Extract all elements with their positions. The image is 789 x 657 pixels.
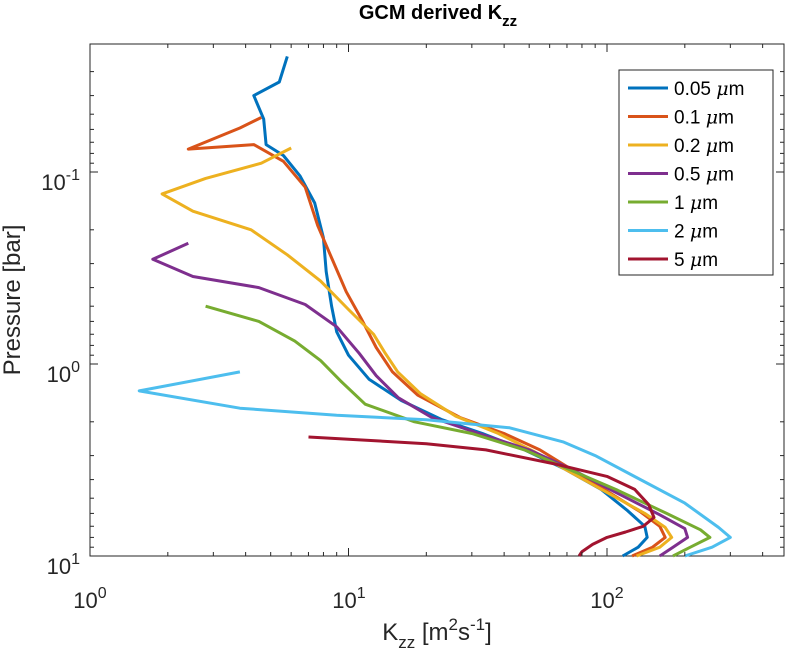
chart-title: GCM derived Kzz xyxy=(359,2,517,30)
y-axis-label: Pressure [bar] xyxy=(0,225,26,376)
y-tick-label: 100 xyxy=(47,359,80,387)
legend-label: 0.2 μm xyxy=(674,135,734,157)
x-tick-label: 102 xyxy=(590,585,623,613)
x-tick-label: 101 xyxy=(332,585,365,613)
series-layer xyxy=(137,55,732,558)
legend-label: 1 μm xyxy=(674,192,718,214)
series-line-4 xyxy=(151,241,690,558)
x-tick-labels: 100 101 102 xyxy=(73,585,623,613)
y-tick-label: 101 xyxy=(47,551,80,579)
series-line-1 xyxy=(252,55,649,558)
legend: 0.05 μm 0.1 μm 0.2 μm 0.5 μm 1 μm 2 μm 5 μm xyxy=(618,69,774,276)
y-tick-labels: 10-1 100 101 xyxy=(41,167,80,579)
series-line-5 xyxy=(205,304,712,558)
tick-layer xyxy=(89,44,784,557)
series-line-6 xyxy=(137,370,732,558)
y-tick-label: 10-1 xyxy=(41,167,80,195)
x-axis-label: Kzz [m2s-1] xyxy=(382,615,492,652)
legend-label: 2 μm xyxy=(674,221,718,243)
legend-label: 0.05 μm xyxy=(674,78,744,100)
x-tick-label: 100 xyxy=(73,585,106,613)
legend-label: 0.5 μm xyxy=(674,164,734,186)
legend-entries: 0.05 μm 0.1 μm 0.2 μm 0.5 μm 1 μm 2 μm 5 μm xyxy=(628,78,744,271)
legend-label: 5 μm xyxy=(674,249,718,271)
series-line-7 xyxy=(308,435,656,557)
legend-label: 0.1 μm xyxy=(674,107,734,129)
